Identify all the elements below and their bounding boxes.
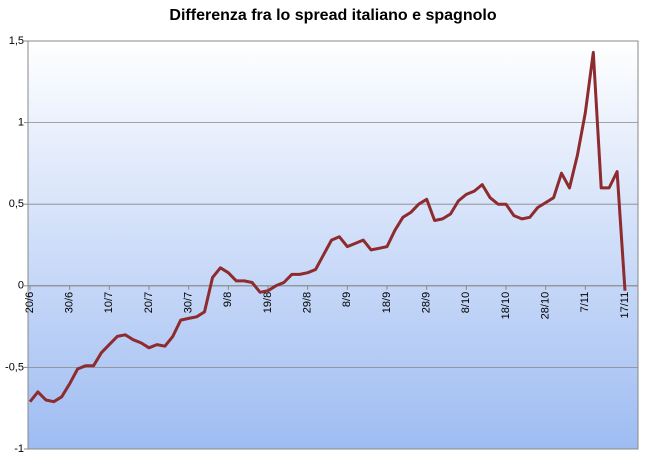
x-tick-label: 18/10 — [500, 292, 512, 320]
plot-area — [27, 40, 639, 450]
x-tick-label: 17/11 — [619, 292, 631, 319]
x-tick-label: 30/6 — [64, 292, 76, 313]
x-tick-label: 19/8 — [262, 292, 274, 313]
x-tick-label: 28/9 — [421, 292, 433, 313]
x-tick-label: 20/6 — [24, 292, 36, 313]
y-tick-label: -1 — [14, 443, 24, 455]
x-tick-label: 18/9 — [381, 292, 393, 313]
x-tick-label: 28/10 — [540, 292, 552, 320]
x-tick-label: 30/7 — [183, 292, 195, 313]
x-tick-label: 7/11 — [579, 292, 591, 313]
y-tick-label: 0 — [18, 280, 24, 292]
x-tick-label: 8/10 — [460, 292, 472, 313]
y-tick-label: 1,5 — [9, 35, 24, 47]
y-tick-label: 1 — [18, 117, 24, 129]
x-tick-label: 29/8 — [302, 292, 314, 313]
y-tick-label: -0,5 — [5, 361, 24, 373]
x-tick-label: 8/9 — [341, 292, 353, 307]
y-tick-label: 0,5 — [9, 198, 24, 210]
x-tick-label: 10/7 — [103, 292, 115, 313]
x-tick-label: 9/8 — [222, 292, 234, 307]
chart-title: Differenza fra lo spread italiano e spag… — [169, 7, 496, 24]
line-series — [28, 50, 627, 404]
x-tick-label: 20/7 — [143, 292, 155, 313]
